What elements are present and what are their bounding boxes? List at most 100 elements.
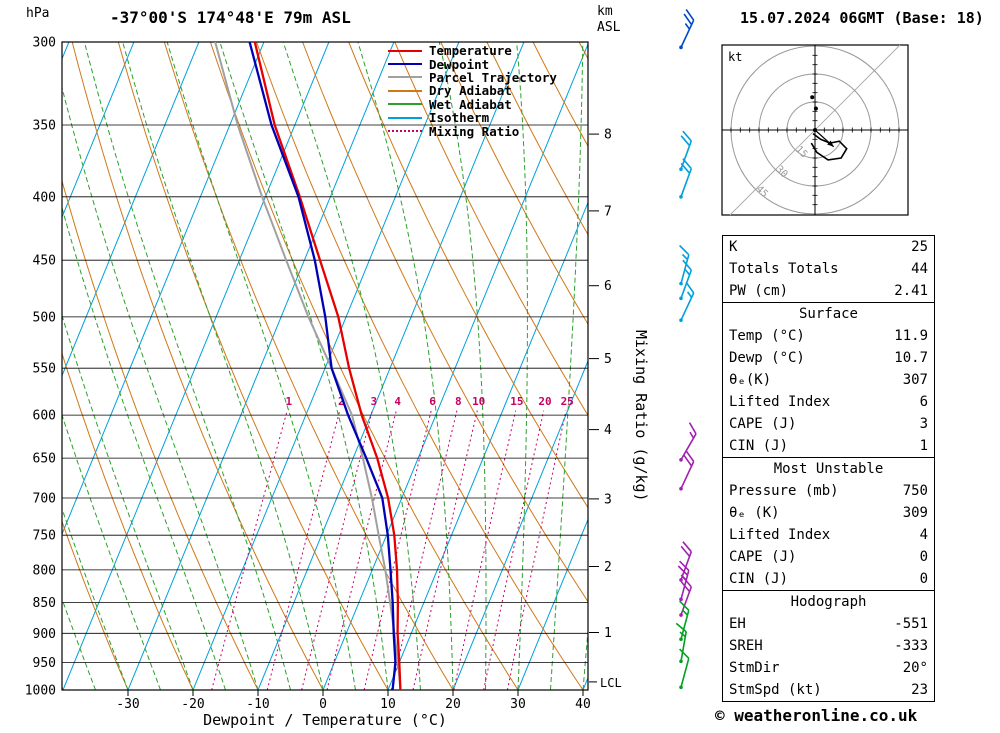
hodograph-dot — [810, 95, 815, 100]
pressure-tick-label: 500 — [33, 310, 56, 325]
mixing-ratio-value-label: 2 — [338, 395, 345, 408]
stats-row: EH -551 — [723, 613, 934, 635]
legend-item: Mixing Ratio — [388, 123, 557, 139]
km-tick-label: 8 — [604, 128, 612, 143]
stats-label: CIN (J) — [729, 438, 789, 454]
pressure-tick-label: 800 — [33, 563, 56, 578]
temperature-tick-label: -10 — [246, 697, 269, 712]
legend-label: Dry Adiabat — [429, 83, 512, 99]
hodograph-dot — [813, 106, 818, 111]
wind-barbs — [675, 9, 697, 690]
stats-value: 3 — [919, 416, 928, 432]
stats-value: 309 — [902, 505, 928, 521]
stats-value: 10.7 — [894, 350, 928, 366]
temperature-axis-label: Dewpoint / Temperature (°C) — [203, 711, 447, 729]
legend-swatch — [388, 103, 422, 106]
pressure-tick-label: 950 — [33, 656, 56, 671]
stats-value: 4 — [919, 527, 928, 543]
stats-label: SREH — [729, 638, 763, 654]
pressure-tick-label: 350 — [33, 119, 56, 134]
pressure-tick-label: 600 — [33, 409, 56, 424]
pressure-tick-label: 700 — [33, 492, 56, 507]
mixing-ratio-value-label: 6 — [429, 395, 436, 408]
wind-barb — [679, 422, 697, 462]
stats-value: 1 — [919, 438, 928, 454]
wind-barb — [675, 622, 687, 664]
copyright-link[interactable]: © weatheronline.co.uk — [715, 706, 918, 725]
stats-value: 23 — [911, 682, 928, 698]
km-tick-label: 3 — [604, 492, 612, 507]
stats-label: Totals Totals — [729, 261, 839, 277]
stats-label: θₑ (K) — [729, 505, 780, 521]
legend-label: Wet Adiabat — [429, 96, 512, 112]
legend-swatch — [388, 76, 422, 79]
temperature-tick-label: 30 — [510, 697, 526, 712]
stats-value: 0 — [919, 549, 928, 565]
stats-row: Pressure (mb) 750 — [723, 480, 934, 502]
stats-row: CAPE (J) 3 — [723, 413, 934, 435]
stats-row: Temp (°C) 11.9 — [723, 325, 934, 347]
stats-section-title: Most Unstable — [773, 461, 884, 477]
mixing-ratio-axis-label: Mixing Ratio (g/kg) — [632, 330, 650, 502]
height-axis-unit-asl: ASL — [597, 20, 621, 35]
km-tick-label: 4 — [604, 423, 612, 438]
legend-swatch — [388, 116, 422, 119]
stats-row: Lifted Index 4 — [723, 524, 934, 546]
temperature-tick-label: 10 — [380, 697, 396, 712]
datetime-title: 15.07.2024 06GMT (Base: 18) — [740, 9, 984, 27]
legend-item: Temperature — [388, 43, 557, 58]
temperature-tick-label: -30 — [116, 697, 139, 712]
pressure-tick-label: 400 — [33, 190, 56, 205]
pressure-axis-unit: hPa — [26, 6, 50, 21]
stats-label: CAPE (J) — [729, 549, 797, 565]
stats-label: Lifted Index — [729, 394, 831, 410]
sounding-curves — [214, 42, 402, 690]
wind-barb — [679, 281, 695, 322]
temperature-tick-label: 20 — [445, 697, 461, 712]
mixing-ratio-value-label: 20 — [538, 395, 551, 408]
km-tick-label: 7 — [604, 204, 612, 219]
temperature-tick-label: 40 — [575, 697, 591, 712]
pressure-tick-label: 650 — [33, 452, 56, 467]
stats-section: Hodograph EH -551 SREH -333 StmDir 20° StmSpd (… — [723, 590, 934, 701]
stats-value: 2.41 — [894, 283, 928, 299]
km-tick-label: 6 — [604, 279, 612, 294]
hodograph-storm-arrow — [827, 140, 834, 147]
lcl-label: LCL — [600, 676, 622, 690]
km-tick-label: 5 — [604, 352, 612, 367]
stats-value: 307 — [902, 372, 928, 388]
stats-row: CAPE (J) 0 — [723, 546, 934, 568]
pressure-tick-label: 550 — [33, 362, 56, 377]
mixing-ratio-lines: 1 2 3 4 6 8 10 15 20 25 — [211, 395, 574, 690]
stats-label: θₑ(K) — [729, 372, 772, 388]
stats-row: SREH -333 — [723, 635, 934, 657]
pressure-tick-label: 1000 — [25, 684, 56, 699]
pressure-tick-label: 450 — [33, 254, 56, 269]
legend-item: Dewpoint — [388, 56, 557, 72]
stats-label: PW (cm) — [729, 283, 789, 299]
stats-row: CIN (J) 0 — [723, 568, 934, 590]
height-axis-unit-km: km — [597, 4, 613, 19]
pressure-tick-label: 300 — [33, 36, 56, 51]
stats-row: Totals Totals 44 — [723, 258, 934, 280]
stats-label: Dewp (°C) — [729, 350, 805, 366]
legend-swatch — [388, 130, 422, 133]
mixing-ratio-value-label: 3 — [370, 395, 377, 408]
stats-row: Lifted Index 6 — [723, 391, 934, 413]
stats-section: K 25 Totals Totals 44 PW (cm) 2.41 — [723, 236, 934, 302]
temperature-tick-label: 0 — [319, 697, 327, 712]
legend-swatch — [388, 89, 422, 92]
plot-frame — [61, 41, 589, 691]
stats-value: -551 — [894, 616, 928, 632]
legend-label: Mixing Ratio — [429, 123, 520, 139]
mixing-ratio-value-label: 15 — [510, 395, 523, 408]
legend-label: Dewpoint — [429, 56, 490, 72]
stats-row: StmSpd (kt) 23 — [723, 679, 934, 701]
hodograph-trace — [810, 133, 848, 161]
wind-barb — [679, 450, 695, 491]
stats-label: Lifted Index — [729, 527, 831, 543]
stats-label: K — [729, 239, 738, 255]
